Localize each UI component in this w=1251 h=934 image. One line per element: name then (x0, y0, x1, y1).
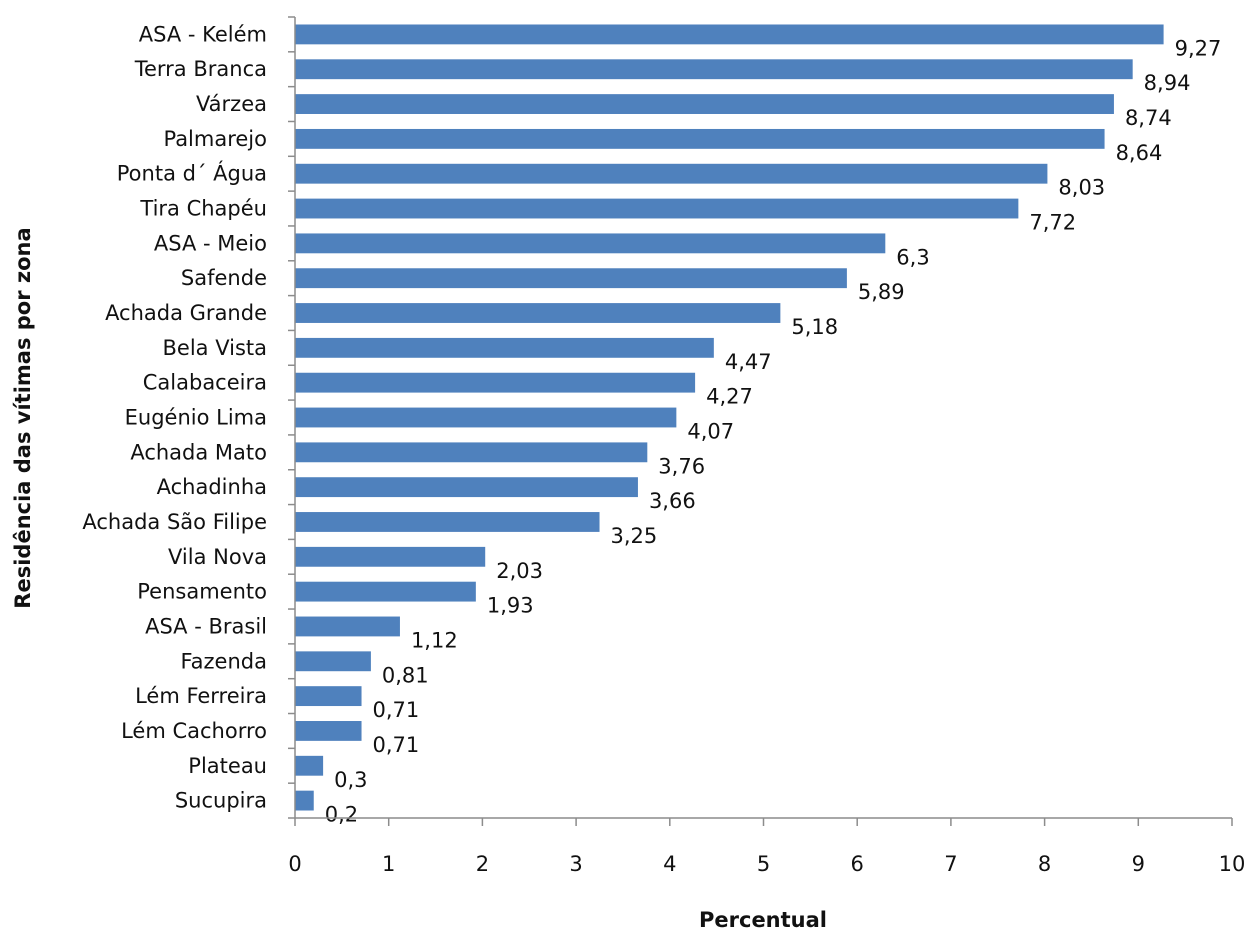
category-labels-group: ASA - Kelém Terra Branca Várzea Palmarejo Po… (82, 22, 267, 812)
y-axis (288, 16, 296, 819)
value-label: 0,81 (382, 663, 429, 687)
bar (295, 268, 847, 289)
x-tick-label: 8 (1038, 852, 1051, 876)
bar (295, 407, 677, 428)
category-label: Achada São Filipe (82, 510, 267, 534)
value-label: 5,89 (858, 280, 905, 304)
category-label: Achada Mato (130, 440, 267, 464)
category-label: Sucupira (175, 789, 267, 813)
bar (295, 442, 648, 463)
value-label: 8,03 (1058, 176, 1105, 200)
value-label: 2,03 (496, 559, 543, 583)
category-label: Terra Branca (134, 57, 267, 81)
bar (295, 233, 886, 254)
value-labels-group: 9,27 8,94 8,74 8,64 8,03 7,72 6,3 5,89 5,18 4,47 4… (325, 36, 1222, 826)
x-tick-label: 4 (663, 852, 676, 876)
value-label: 8,64 (1116, 141, 1163, 165)
value-label: 0,71 (373, 698, 420, 722)
bar (295, 337, 714, 358)
bar (295, 755, 324, 776)
bar (295, 721, 362, 741)
category-label: ASA - Kelém (139, 22, 267, 46)
category-label: Eugénio Lima (125, 406, 267, 430)
value-label: 1,12 (411, 628, 458, 652)
bar (295, 128, 1105, 149)
y-axis-title: Residência das vítimas por zona (11, 227, 35, 608)
value-label: 6,3 (896, 245, 929, 269)
bar (295, 790, 314, 811)
bar (295, 198, 1019, 219)
category-label: Pensamento (137, 580, 267, 604)
category-label: Achadinha (157, 475, 267, 499)
bar (295, 94, 1114, 114)
category-label: Ponta d´ Água (117, 161, 267, 186)
value-label: 7,72 (1029, 211, 1076, 235)
value-label: 1,93 (487, 594, 534, 618)
bar (295, 477, 638, 498)
value-label: 4,27 (706, 385, 753, 409)
x-axis: 0 1 2 3 4 5 6 7 8 9 10 (288, 817, 1246, 876)
category-label: Safende (181, 266, 267, 290)
value-label: 8,94 (1144, 71, 1191, 95)
bar (295, 546, 486, 567)
category-label: Tira Chapéu (139, 197, 267, 221)
x-tick-label: 6 (851, 852, 864, 876)
category-label: Fazenda (181, 649, 267, 673)
value-label: 0,2 (325, 803, 358, 827)
bar (295, 686, 362, 707)
value-label: 4,07 (687, 420, 734, 444)
x-tick-label: 1 (382, 852, 395, 876)
x-tick-label: 10 (1219, 852, 1246, 876)
value-label: 0,71 (373, 733, 420, 757)
bar (295, 581, 476, 602)
bar (295, 372, 696, 393)
category-label: Lém Cachorro (121, 719, 267, 743)
x-tick-label: 0 (288, 852, 301, 876)
value-label: 5,18 (791, 315, 838, 339)
category-label: Plateau (188, 754, 267, 778)
value-label: 9,27 (1175, 36, 1222, 60)
value-label: 3,66 (649, 489, 696, 513)
bar (295, 512, 600, 532)
bar (295, 303, 781, 323)
x-tick-label: 7 (944, 852, 957, 876)
bar (295, 163, 1048, 184)
x-tick-label: 9 (1132, 852, 1145, 876)
value-label: 8,74 (1125, 106, 1172, 130)
bars-group (295, 24, 1164, 811)
category-label: ASA - Brasil (145, 614, 267, 638)
bar (295, 24, 1164, 45)
bar (295, 651, 371, 672)
x-tick-label: 2 (476, 852, 489, 876)
category-label: Bela Vista (163, 336, 268, 360)
x-axis-title: Percentual (699, 908, 827, 932)
x-tick-label: 5 (757, 852, 770, 876)
category-label: Vila Nova (168, 545, 267, 569)
category-label: Lém Ferreira (135, 684, 267, 708)
bar (295, 59, 1133, 80)
category-label: Achada Grande (105, 301, 267, 325)
value-label: 4,47 (725, 350, 772, 374)
value-label: 3,76 (658, 454, 705, 478)
category-label: Calabaceira (143, 371, 267, 395)
category-label: Palmarejo (163, 127, 267, 151)
bar (295, 616, 400, 637)
x-tick-label: 3 (569, 852, 582, 876)
category-label: ASA - Meio (154, 231, 267, 255)
category-label: Várzea (196, 92, 267, 116)
value-label: 3,25 (611, 524, 658, 548)
value-label: 0,3 (334, 768, 367, 792)
